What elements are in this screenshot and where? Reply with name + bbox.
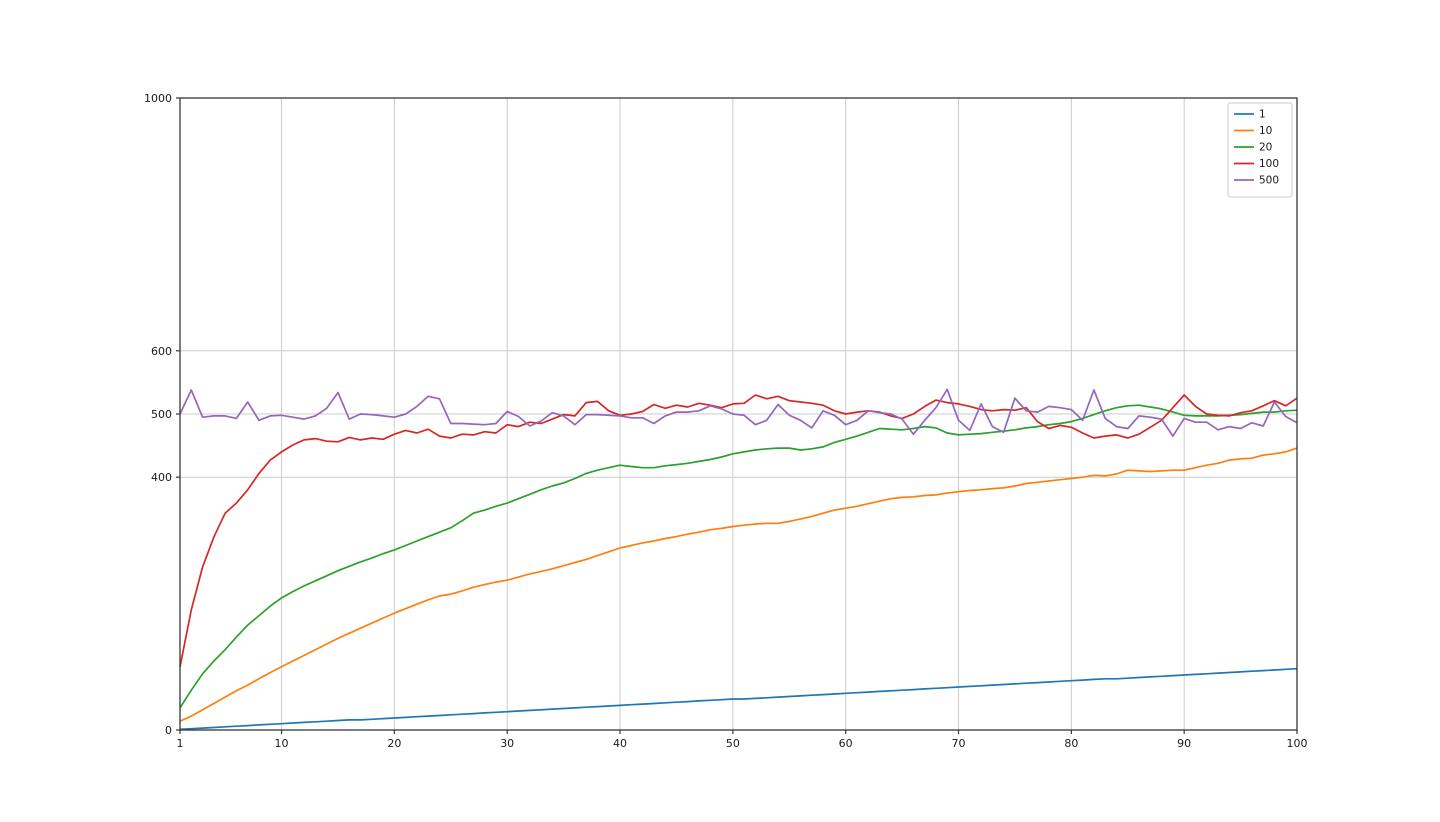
x-tick-label: 30 bbox=[500, 737, 514, 750]
legend-label-10: 10 bbox=[1259, 125, 1272, 137]
x-tick-label: 70 bbox=[952, 737, 966, 750]
legend-label-20: 20 bbox=[1259, 142, 1272, 154]
legend-label-500: 500 bbox=[1259, 175, 1279, 187]
x-tick-label: 20 bbox=[387, 737, 401, 750]
series-line-1 bbox=[179, 667, 1298, 731]
x-tick-label: 10 bbox=[275, 737, 289, 750]
x-tick-label: 40 bbox=[613, 737, 627, 750]
y-tick-label: 600 bbox=[151, 345, 172, 358]
legend-label-100: 100 bbox=[1259, 158, 1279, 170]
series-line-500 bbox=[179, 388, 1298, 437]
y-tick-label: 0 bbox=[165, 724, 172, 737]
y-tick-label: 1000 bbox=[144, 92, 172, 105]
x-tick-label: 50 bbox=[726, 737, 740, 750]
legend-box bbox=[1227, 102, 1293, 198]
series-line-100 bbox=[179, 394, 1298, 667]
x-tick-label: 60 bbox=[839, 737, 853, 750]
series-line-20 bbox=[179, 404, 1298, 709]
series-line-10 bbox=[179, 447, 1298, 722]
y-tick-label: 500 bbox=[151, 408, 172, 421]
legend-label-1: 1 bbox=[1259, 109, 1266, 121]
x-tick-label: 100 bbox=[1287, 737, 1308, 750]
x-tick-label: 1 bbox=[177, 737, 184, 750]
x-tick-label: 80 bbox=[1064, 737, 1078, 750]
x-tick-label: 90 bbox=[1177, 737, 1191, 750]
y-tick-label: 400 bbox=[151, 471, 172, 484]
